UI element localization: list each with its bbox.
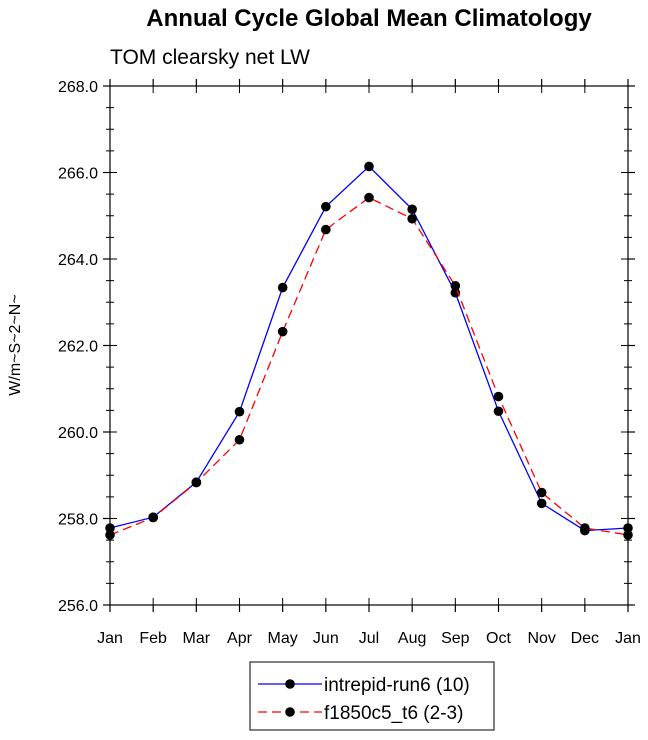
x-tick-label: Jan — [615, 630, 641, 647]
series-line — [109, 196, 629, 536]
data-point — [407, 204, 417, 215]
legend-label: f1850c5_t6 (2-3) — [324, 703, 463, 724]
data-point — [450, 281, 461, 291]
data-point — [105, 523, 115, 533]
y-axis-label: W/m~S~2~N~ — [7, 294, 24, 395]
plot-series — [105, 161, 633, 540]
data-point — [105, 530, 115, 540]
y-tick-label: 264.0 — [58, 252, 98, 269]
data-point — [493, 406, 504, 417]
chart-title: Annual Cycle Global Mean Climatology — [146, 5, 592, 32]
data-point — [234, 434, 245, 445]
y-tick-label: 256.0 — [58, 598, 98, 615]
plot-axes: 256.0 258.0 260.0 262.0 264.0 266.0 268.0 Jan Fe… — [58, 79, 641, 647]
x-tick-label: Jun — [313, 630, 339, 647]
y-tick-label: 268.0 — [58, 79, 98, 96]
y-tick-label: 260.0 — [58, 425, 98, 442]
x-tick-label: Jan — [97, 630, 123, 647]
data-point — [623, 530, 633, 540]
legend-box — [249, 661, 495, 731]
data-point — [321, 224, 331, 235]
x-tick-label: Dec — [571, 630, 599, 647]
data-point — [493, 391, 504, 402]
data-point — [580, 523, 590, 533]
x-tick-label: Aug — [398, 630, 426, 647]
data-point — [407, 213, 417, 224]
x-tick-label: Feb — [139, 630, 167, 647]
x-tick-label: Oct — [486, 630, 511, 647]
x-tick-label: Sep — [441, 630, 470, 647]
x-tick-label: Mar — [183, 630, 211, 647]
data-point — [623, 523, 633, 533]
data-point — [277, 282, 288, 293]
legend: intrepid-run6 (10) f1850c5_t6 (2-3) — [249, 661, 495, 731]
data-point — [234, 406, 245, 417]
data-point — [148, 512, 158, 523]
series-line — [109, 165, 629, 532]
data-point — [536, 498, 547, 509]
legend-marker — [285, 707, 295, 717]
y-tick-label: 266.0 — [58, 166, 98, 183]
x-tick-label: May — [268, 630, 298, 647]
data-point — [364, 161, 374, 172]
y-tick-label: 262.0 — [58, 339, 98, 356]
x-tick-label: Jul — [359, 630, 379, 647]
data-point — [191, 477, 202, 488]
y-tick-label: 258.0 — [58, 512, 98, 529]
data-point — [277, 326, 288, 337]
data-point — [536, 487, 547, 498]
data-point — [321, 201, 331, 212]
legend-marker — [285, 679, 295, 689]
chart-subtitle: TOM clearsky net LW — [110, 46, 310, 69]
x-tick-label: Nov — [527, 630, 555, 647]
x-tick-label: Apr — [227, 630, 253, 647]
legend-label: intrepid-run6 (10) — [324, 675, 470, 696]
data-point — [364, 192, 374, 203]
